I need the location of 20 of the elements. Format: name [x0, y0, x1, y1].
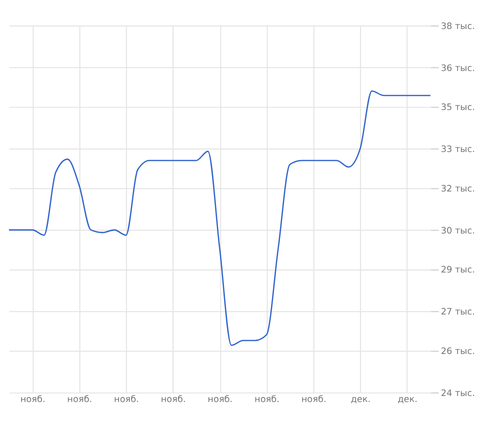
y-tick-label: 35 тыс.	[440, 103, 475, 114]
x-tick-label: нояб.	[20, 394, 46, 405]
x-tick-label: нояб.	[67, 394, 92, 405]
line-series	[8, 90, 432, 346]
x-tick-label: дек.	[350, 394, 371, 405]
y-tick-label: 24 тыс.	[440, 388, 475, 399]
y-tick-label: 36 тыс.	[440, 64, 475, 74]
y-tick-label: 32 тыс.	[440, 184, 475, 194]
y-tick-label: 33 тыс.	[440, 145, 475, 156]
x-tick-label: нояб.	[254, 394, 280, 405]
y-tick-label: 29 тыс.	[440, 266, 475, 276]
y-tick-label: 30 тыс.	[440, 226, 475, 236]
x-tick-label: нояб.	[114, 394, 139, 405]
x-tick-label: нояб.	[301, 394, 326, 405]
y-tick-label: 38 тыс.	[440, 22, 475, 32]
y-tick-label: 26 тыс.	[440, 346, 475, 357]
x-tick-label: нояб.	[160, 394, 186, 405]
y-tick-label: 27 тыс.	[440, 308, 475, 318]
x-tick-label: дек.	[398, 394, 418, 405]
x-tick-label: нояб.	[208, 394, 233, 405]
